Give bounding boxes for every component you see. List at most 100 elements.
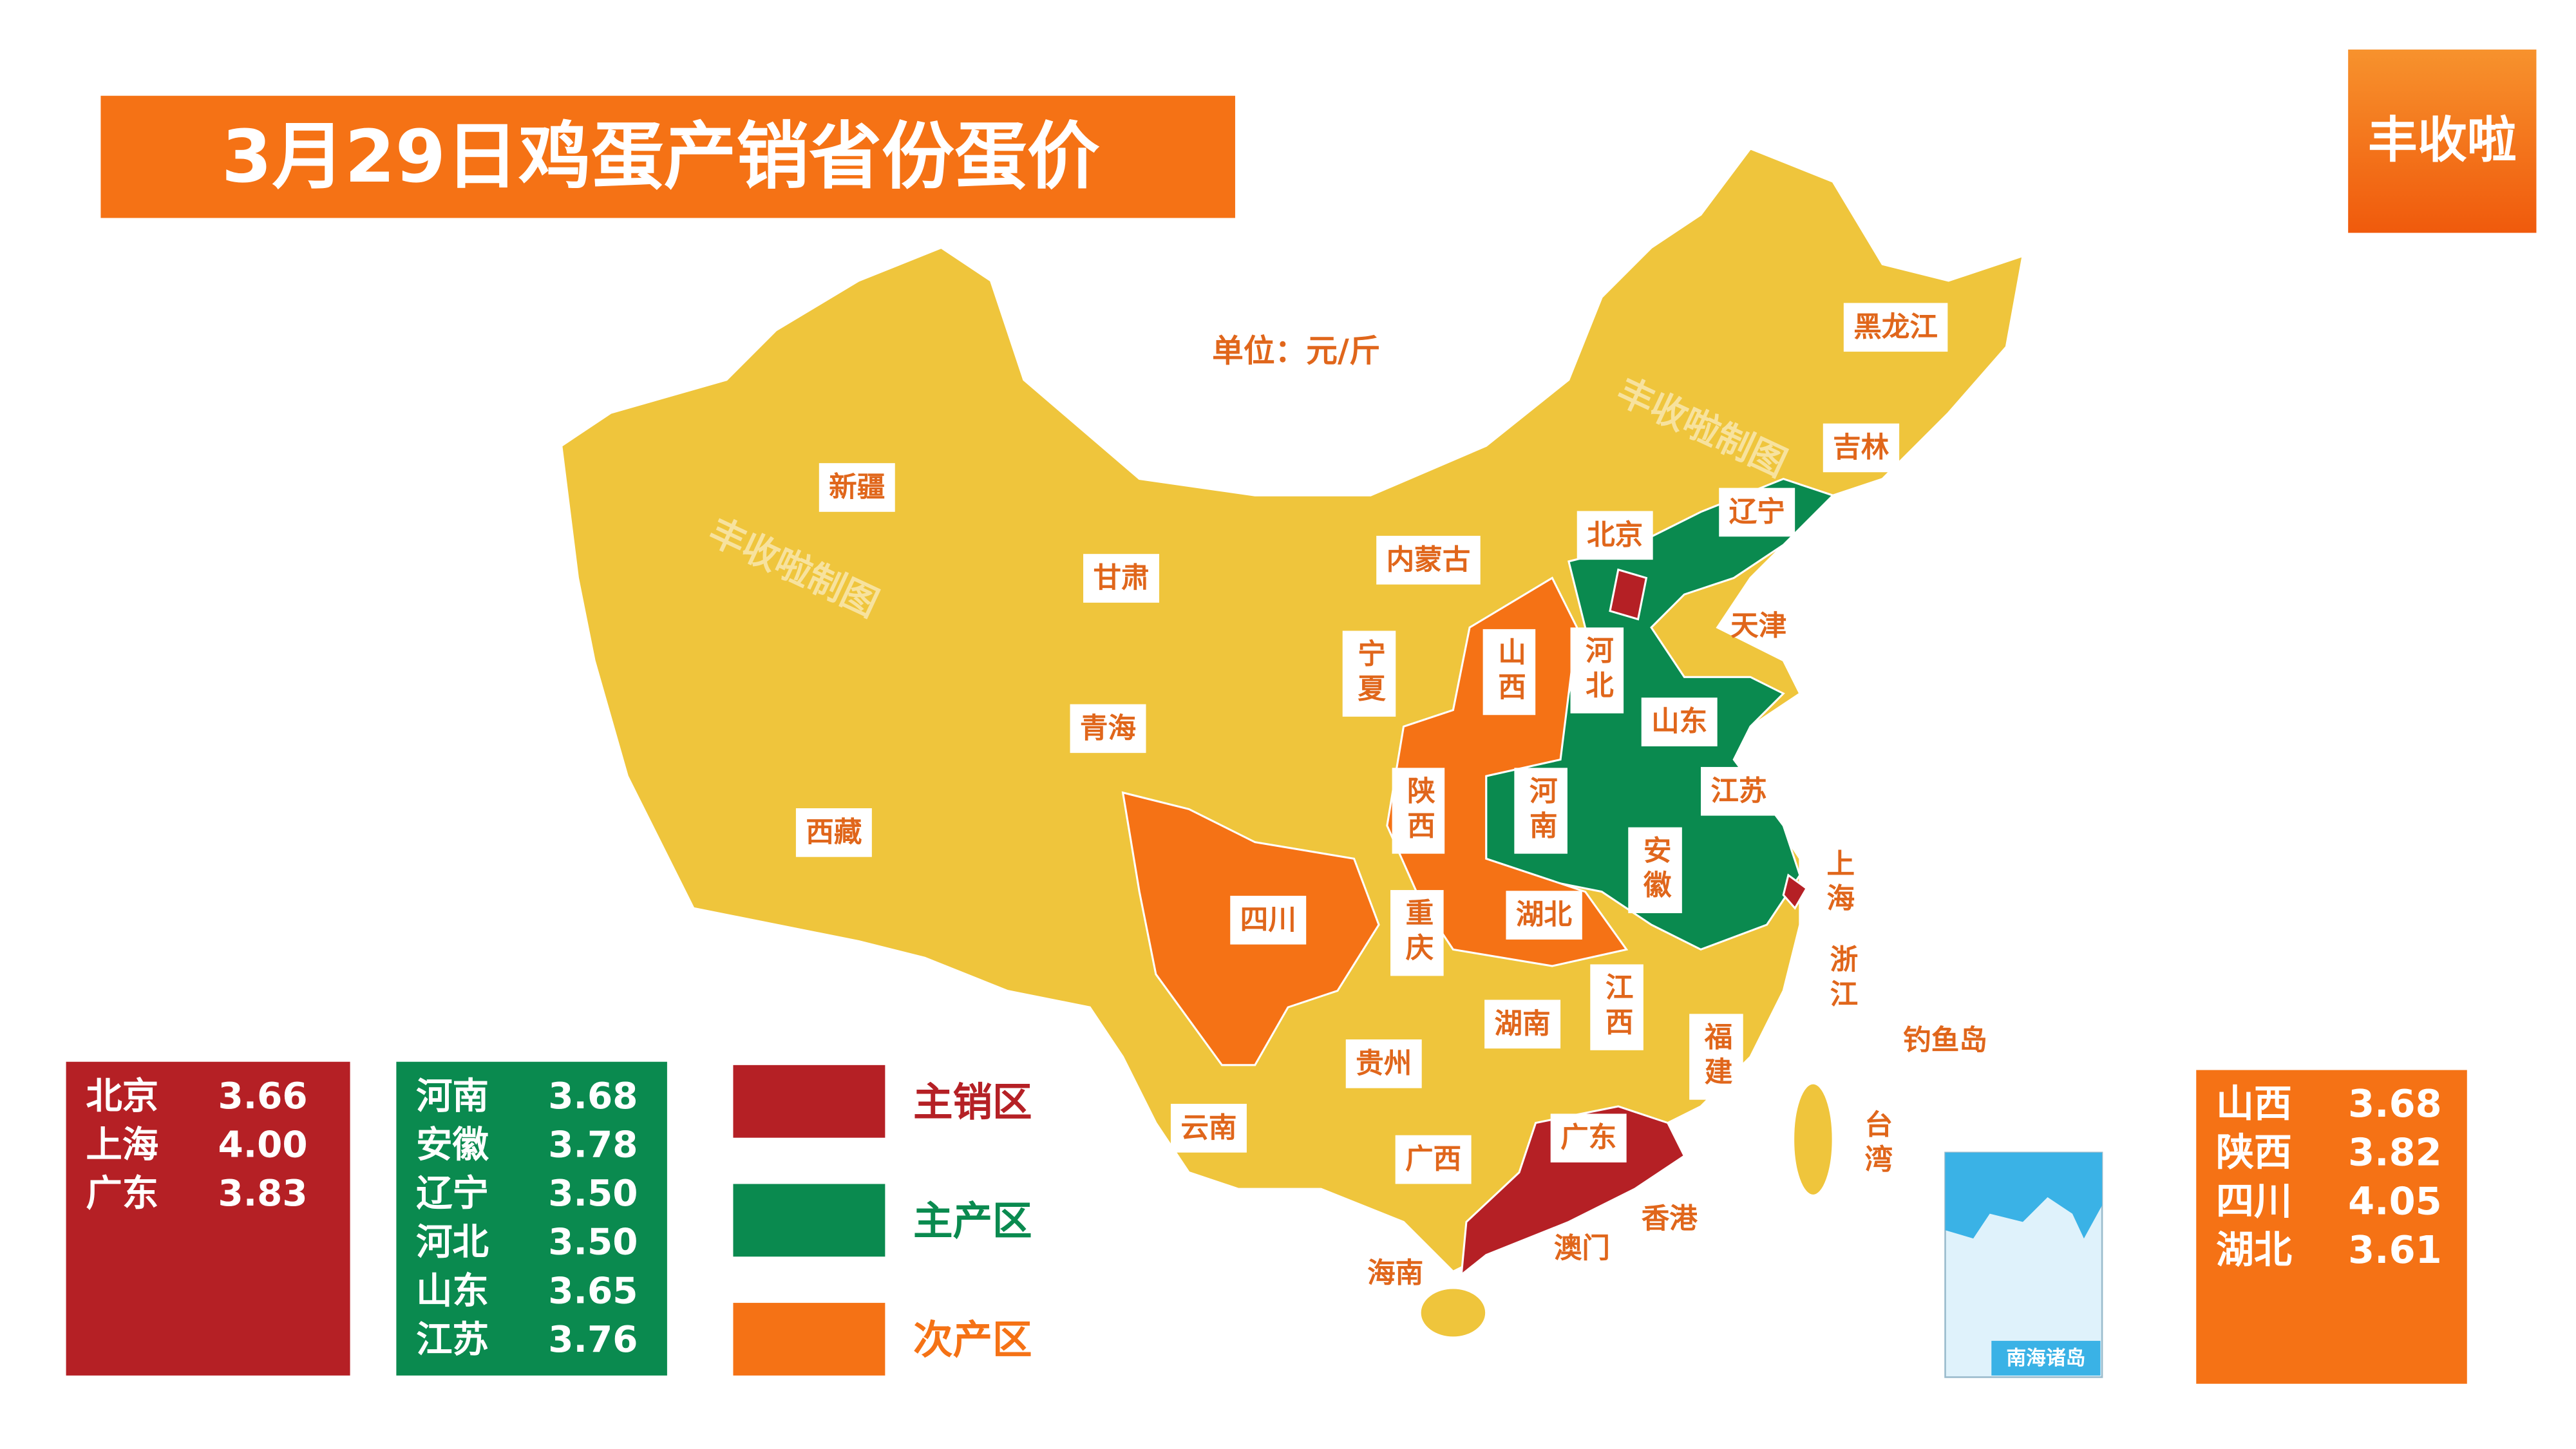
province-label: 上海 [1821, 849, 1855, 918]
province-name: 云南 [1180, 1112, 1236, 1144]
province-label: 安徽 [1628, 827, 1682, 913]
label-box [1689, 1014, 1743, 1100]
province-name: 江苏 [1710, 775, 1766, 808]
province-name: 澳门 [1554, 1233, 1610, 1265]
label-box [1395, 1135, 1472, 1184]
province-name: 吉林 [1833, 431, 1889, 464]
price: 3.61 [2348, 1227, 2442, 1272]
title-box [100, 95, 1235, 218]
price: 3.50 [548, 1222, 638, 1264]
inset-label-box [1991, 1341, 2101, 1376]
province-label: 宁夏 [1342, 630, 1396, 717]
price: 3.82 [2348, 1130, 2442, 1175]
guangdong [1460, 1105, 1686, 1277]
brand: 丰收啦 [2368, 112, 2517, 169]
province-name: 海南 [1367, 1257, 1423, 1289]
province-name: 西藏 [806, 817, 862, 849]
province: 河北 [416, 1222, 489, 1264]
price-table [2196, 1070, 2467, 1384]
price-table [66, 1061, 350, 1376]
label-box [1083, 554, 1159, 603]
legend-swatch [733, 1184, 886, 1257]
price-table [396, 1061, 667, 1376]
province-label: 山东 [1641, 697, 1718, 746]
price: 3.66 [218, 1075, 307, 1117]
province-name: 天津 [1730, 610, 1786, 642]
province-name: 河北 [1580, 636, 1614, 705]
price: 4.05 [2348, 1179, 2442, 1223]
label-box [1719, 488, 1795, 537]
province-name: 陕西 [1402, 776, 1435, 846]
legend-label: 主销区 [913, 1079, 1032, 1125]
province-label: 新疆 [819, 463, 895, 512]
label-box [1484, 999, 1561, 1049]
label-box [1701, 766, 1777, 816]
legend-label: 次产区 [913, 1317, 1032, 1363]
label-box [1590, 964, 1643, 1050]
province-name: 上海 [1821, 849, 1855, 918]
price: 3.50 [548, 1173, 638, 1215]
label-box [1376, 535, 1481, 585]
province: 陕西 [2216, 1130, 2292, 1175]
province-label: 山西 [1482, 629, 1536, 715]
price: 3.78 [548, 1124, 638, 1166]
label-box [819, 463, 895, 512]
label-box [795, 808, 872, 857]
label-box [1550, 1113, 1627, 1163]
brand-box [2348, 49, 2537, 233]
province: 江苏 [416, 1319, 489, 1361]
province-label: 香港 [1642, 1203, 1698, 1235]
title: 3月29日鸡蛋产销省份蛋价 [222, 114, 1100, 199]
price: 3.68 [548, 1075, 638, 1117]
province-name: 山东 [1651, 706, 1707, 738]
province-name: 宁夏 [1352, 639, 1386, 708]
province: 四川 [2216, 1179, 2292, 1223]
province-name: 甘肃 [1093, 562, 1149, 594]
province: 北京 [86, 1075, 158, 1117]
label-box [1230, 895, 1307, 945]
province-name: 辽宁 [1729, 496, 1785, 528]
province: 河南 [416, 1075, 489, 1117]
price-tables: 北京 3.66 上海 4.00 广东 3.83 河南 3.68 安徽 3.78 辽宁 3.50 河北 3.… [66, 1061, 2467, 1384]
label-box [1506, 891, 1582, 940]
province-name: 湖北 [1516, 899, 1573, 931]
province-label: 西藏 [795, 808, 872, 857]
province-label: 福建 [1689, 1014, 1743, 1100]
label-box [1070, 704, 1146, 753]
province-name: 广西 [1405, 1144, 1461, 1176]
province-name: 四川 [1240, 904, 1296, 936]
province-label: 吉林 [1823, 423, 1900, 473]
label-box [1390, 890, 1444, 976]
label-box [1482, 629, 1536, 715]
province-label: 四川 [1230, 895, 1307, 945]
province-label: 湖北 [1506, 891, 1582, 940]
province-name: 内蒙古 [1387, 544, 1471, 576]
province-name: 江西 [1600, 972, 1634, 1042]
province-label: 浙江 [1824, 945, 1858, 1014]
province-label: 海南 [1367, 1257, 1423, 1289]
province-name: 贵州 [1356, 1048, 1412, 1080]
province-label: 云南 [1170, 1104, 1247, 1153]
province-label: 河北 [1570, 627, 1624, 714]
province-label: 黑龙江 [1843, 303, 1948, 352]
price: 3.76 [548, 1319, 638, 1361]
label-box [1392, 768, 1445, 854]
province-label: 湖南 [1484, 999, 1561, 1049]
price: 3.68 [2348, 1081, 2442, 1126]
province-name: 重庆 [1400, 898, 1434, 968]
price: 3.65 [548, 1270, 638, 1312]
province-name: 黑龙江 [1853, 311, 1938, 343]
label-box [1570, 627, 1624, 714]
province-name: 湖南 [1495, 1008, 1551, 1040]
province: 山西 [2216, 1081, 2292, 1126]
province-label: 辽宁 [1719, 488, 1795, 537]
unit: 单位：元/斤 [1212, 334, 1380, 370]
province-label: 陕西 [1392, 768, 1445, 854]
province-label: 广西 [1395, 1135, 1472, 1184]
label-box [1342, 630, 1396, 717]
province-name: 香港 [1642, 1203, 1698, 1235]
price: 4.00 [218, 1124, 307, 1166]
hainan [1419, 1287, 1488, 1339]
beijing [1609, 568, 1648, 621]
